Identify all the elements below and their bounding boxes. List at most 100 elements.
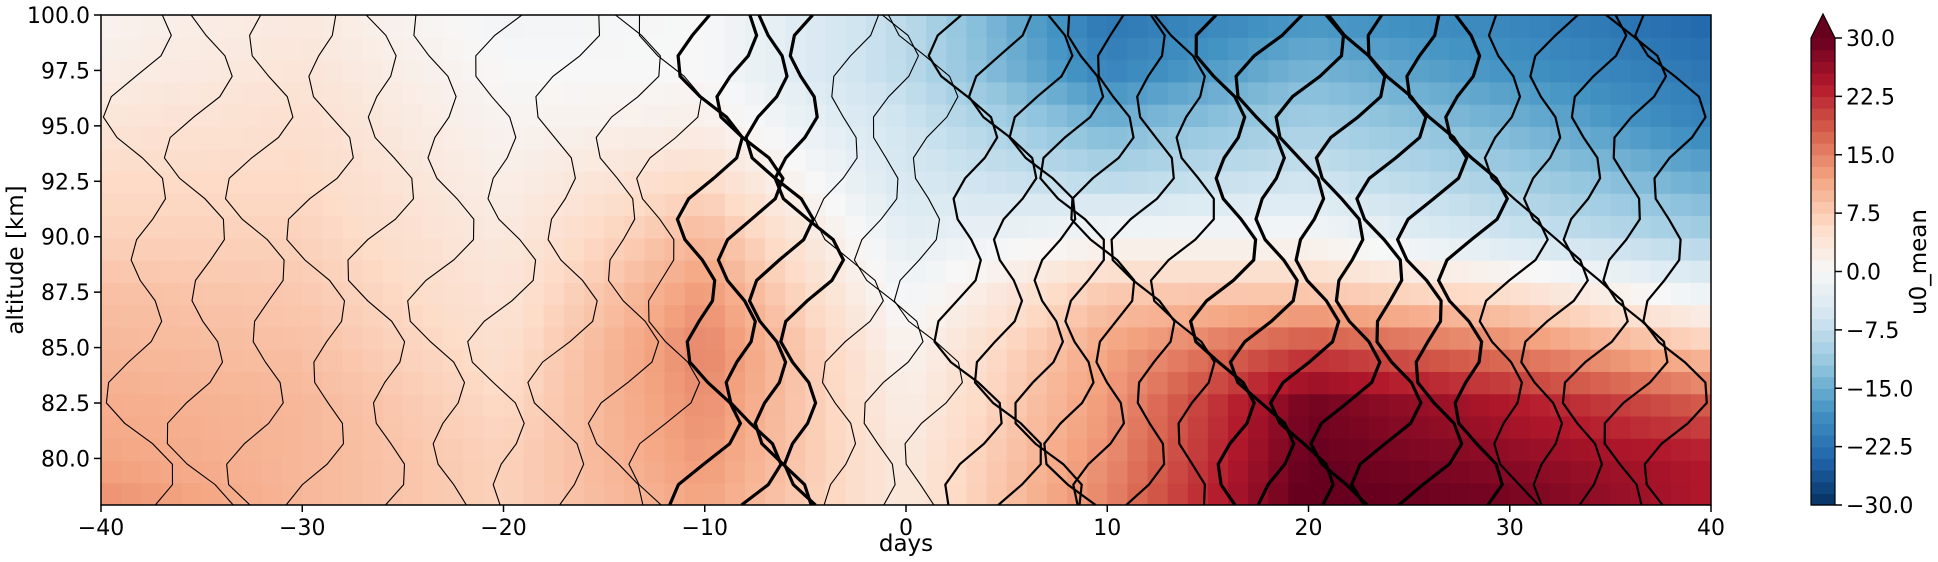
heatmap-cell: [1167, 282, 1189, 306]
heatmap-cell: [1268, 438, 1289, 462]
heatmap-cell: [201, 170, 223, 194]
heatmap-cell: [1087, 59, 1108, 83]
heatmap-cell: [201, 148, 223, 172]
heatmap-cell: [1509, 170, 1531, 194]
contour-line: [1520, 15, 1590, 505]
heatmap-cell: [946, 126, 967, 150]
heatmap-cell: [1228, 193, 1249, 217]
heatmap-cell: [966, 15, 988, 38]
heatmap-cell: [785, 438, 806, 462]
heatmap-cell: [1650, 282, 1672, 306]
heatmap-cell: [543, 371, 565, 395]
heatmap-cell: [1610, 349, 1632, 372]
x-axis: −40 −30 −20 −10 0 10 20 30 40: [78, 505, 1725, 541]
heatmap-cell: [885, 193, 907, 217]
heatmap-cell: [362, 304, 384, 328]
heatmap-cell: [1026, 393, 1048, 417]
heatmap-cell: [926, 193, 947, 217]
heatmap-cell: [624, 215, 645, 239]
heatmap-cell: [322, 371, 344, 395]
heatmap-cell: [1127, 260, 1149, 283]
heatmap-cell: [1348, 59, 1370, 83]
heatmap-cell: [926, 15, 947, 38]
heatmap-cell: [1006, 326, 1028, 350]
heatmap-cell: [302, 460, 323, 484]
heatmap-cell: [825, 193, 847, 217]
heatmap-cell: [885, 104, 907, 127]
heatmap-cell: [201, 15, 223, 38]
heatmap-cell: [624, 482, 645, 505]
heatmap-cell: [1610, 460, 1632, 484]
heatmap-cell: [1650, 148, 1672, 172]
heatmap-cell: [785, 304, 806, 328]
heatmap-cell: [765, 193, 786, 217]
heatmap-cell: [825, 215, 847, 239]
heatmap-cell: [523, 215, 545, 239]
heatmap-cell: [342, 260, 364, 283]
heatmap-cell: [101, 126, 122, 150]
heatmap-cell: [1127, 15, 1149, 38]
heatmap-cell: [845, 37, 867, 61]
heatmap-cell: [1630, 304, 1652, 328]
heatmap-cell: [1268, 326, 1289, 350]
heatmap-cell: [825, 282, 847, 306]
heatmap-cell: [1288, 15, 1310, 38]
colorbar-label: u0_mean: [1906, 209, 1932, 315]
heatmap-cell: [865, 148, 887, 172]
heatmap-cell: [463, 349, 484, 372]
heatmap-cell: [443, 460, 464, 484]
heatmap-cell: [523, 126, 545, 150]
heatmap-cell: [463, 193, 484, 217]
heatmap-cell: [845, 482, 867, 505]
heatmap-cell: [201, 393, 223, 417]
heatmap-cell: [121, 15, 142, 38]
heatmap-cell: [724, 37, 746, 61]
heatmap-cell: [1046, 438, 1068, 462]
heatmap-cell: [704, 193, 726, 217]
heatmap-cell: [382, 104, 404, 127]
heatmap-cell: [503, 237, 525, 261]
heatmap-cell: [926, 393, 947, 417]
heatmap-cell: [1389, 371, 1410, 395]
heatmap-cell: [1348, 81, 1370, 105]
heatmap-cell: [402, 215, 424, 239]
colorbar-swatch: [1811, 353, 1835, 366]
heatmap-cell: [644, 260, 666, 283]
colorbar-swatch: [1811, 119, 1835, 132]
heatmap-cell: [402, 59, 424, 83]
heatmap-cell: [1288, 393, 1310, 417]
heatmap-cell: [1207, 215, 1229, 239]
heatmap-cell: [282, 282, 303, 306]
y-tick-label: 100.0: [27, 4, 90, 29]
heatmap-cell: [181, 237, 203, 261]
heatmap-cell: [1248, 349, 1269, 372]
heatmap-cell: [382, 304, 404, 328]
heatmap-cell: [845, 349, 867, 372]
heatmap-cell: [1046, 193, 1068, 217]
heatmap-cell: [986, 282, 1008, 306]
heatmap-cell: [1690, 104, 1711, 127]
heatmap-cell: [906, 260, 927, 283]
heatmap-cell: [906, 237, 927, 261]
heatmap-cell: [584, 482, 605, 505]
heatmap-cell: [302, 304, 323, 328]
heatmap-cell: [362, 148, 384, 172]
heatmap-cell: [1409, 37, 1430, 61]
heatmap-cell: [423, 104, 444, 127]
heatmap-cell: [1268, 349, 1289, 372]
heatmap-cell: [1509, 81, 1531, 105]
heatmap-cell: [563, 304, 585, 328]
colorbar-tick-label: 15.0: [1846, 144, 1895, 169]
heatmap-cell: [1268, 260, 1289, 283]
heatmap-cell: [1690, 237, 1711, 261]
heatmap-cell: [1670, 15, 1692, 38]
heatmap-cell: [463, 326, 484, 350]
heatmap-cell: [1389, 282, 1410, 306]
heatmap-cell: [1067, 304, 1088, 328]
heatmap-cell: [342, 482, 364, 505]
heatmap-cell: [161, 438, 183, 462]
heatmap-cell: [1067, 393, 1088, 417]
heatmap-cell: [946, 193, 967, 217]
heatmap-cell: [1590, 215, 1611, 239]
heatmap-cell: [1328, 371, 1350, 395]
